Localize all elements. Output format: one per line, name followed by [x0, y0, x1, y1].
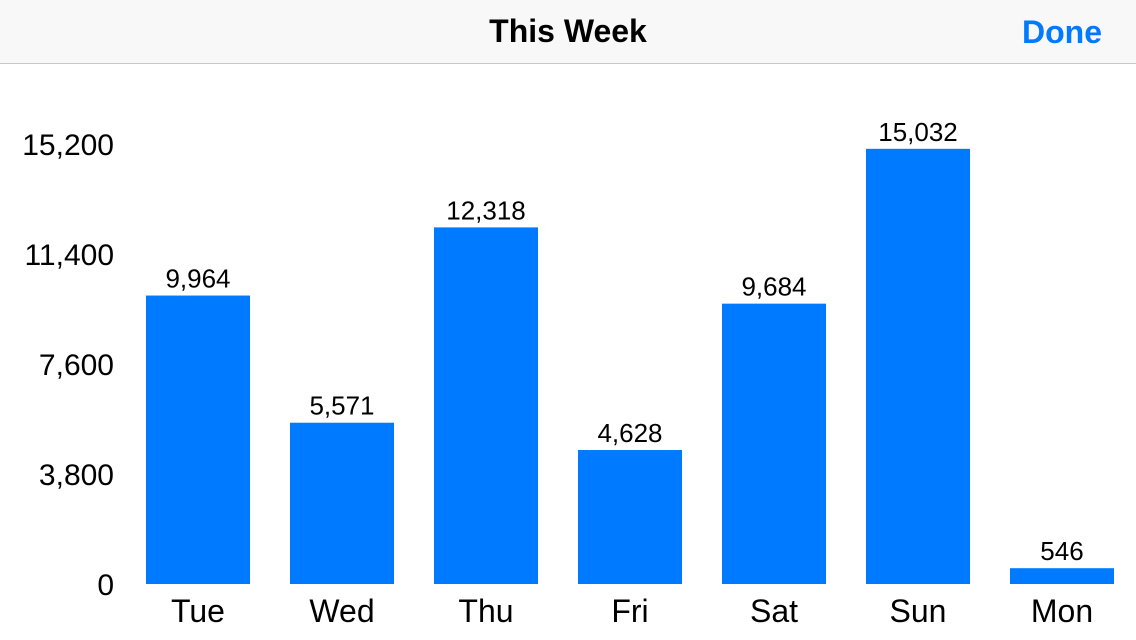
bar-value-label: 15,032 — [878, 117, 958, 147]
y-tick-label: 3,800 — [39, 459, 114, 492]
x-category-label: Tue — [171, 593, 225, 629]
x-category-label: Fri — [611, 593, 648, 629]
y-tick-label: 15,200 — [22, 129, 114, 162]
y-tick-label: 7,600 — [39, 349, 114, 382]
y-tick-label: 0 — [97, 569, 114, 602]
bar-chart: 0 3,800 7,600 11,400 15,200 9,964 5,571 12,318… — [22, 117, 1114, 629]
bar-fri — [578, 450, 682, 584]
bar-value-label: 9,964 — [165, 264, 230, 294]
x-category-label: Thu — [458, 593, 513, 629]
bars — [146, 148, 1114, 584]
bar-thu — [434, 227, 538, 584]
x-category-label: Sun — [890, 593, 947, 629]
bar-value-label: 9,684 — [741, 272, 806, 302]
x-category-label: Mon — [1031, 593, 1093, 629]
x-category-label: Sat — [750, 593, 798, 629]
bar-mon — [1010, 568, 1114, 584]
bar-value-label: 5,571 — [309, 391, 374, 421]
navigation-bar — [0, 0, 1136, 64]
x-category-label: Wed — [309, 593, 374, 629]
y-tick-label: 11,400 — [24, 239, 114, 272]
data-labels: 9,964 5,571 12,318 4,628 9,684 15,032 546 — [165, 117, 1083, 566]
bar-value-label: 546 — [1040, 536, 1083, 566]
done-button[interactable]: Done — [1022, 0, 1102, 64]
bar-sun — [866, 148, 970, 584]
x-axis: Tue Wed Thu Fri Sat Sun Mon — [171, 593, 1093, 629]
bar-value-label: 4,628 — [597, 418, 662, 448]
y-axis: 0 3,800 7,600 11,400 15,200 — [22, 129, 114, 602]
bar-tue — [146, 295, 250, 584]
bar-value-label: 12,318 — [446, 195, 526, 225]
bar-wed — [290, 422, 394, 584]
bar-sat — [722, 303, 826, 584]
